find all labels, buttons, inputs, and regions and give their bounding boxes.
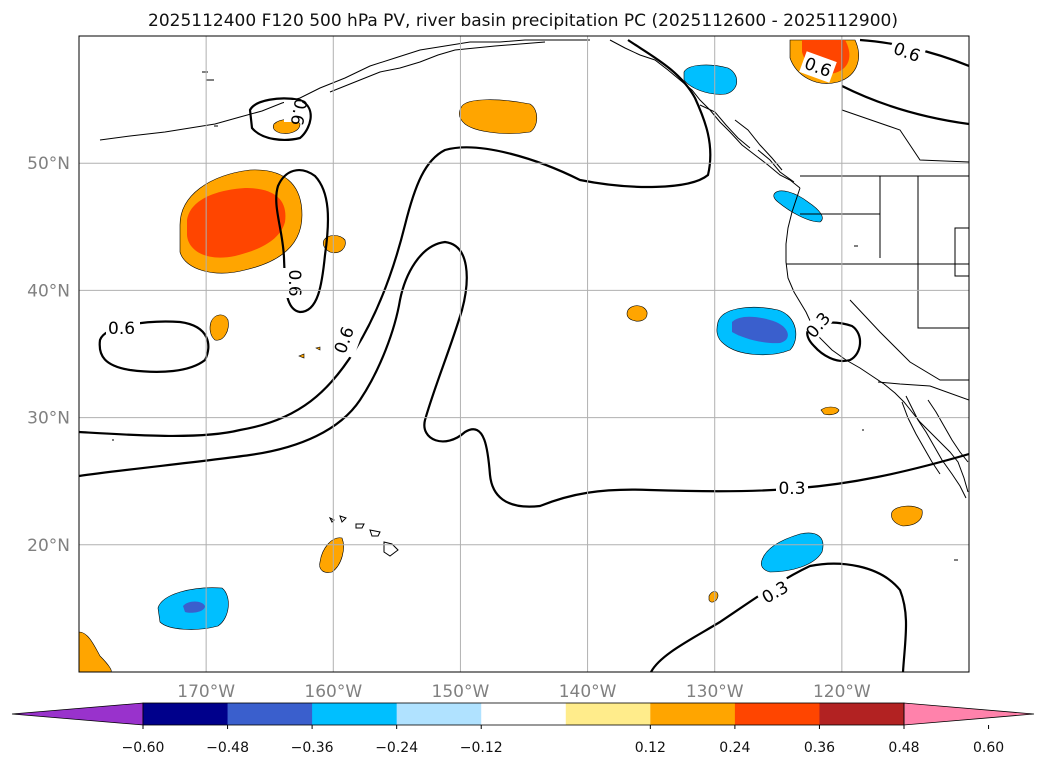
pc-region-small-160w — [322, 235, 346, 253]
us-mexico-border — [877, 381, 969, 401]
alaska-mainland-south — [329, 41, 546, 93]
colorbar-extend-max — [903, 702, 1035, 726]
contour-0.3-south — [79, 240, 969, 508]
lon-tick-label: 130°W — [686, 682, 744, 702]
contour-0.6-aleutian — [248, 97, 312, 141]
contour-0.6-gulf — [841, 85, 969, 126]
lat-tick-label: 30°N — [27, 409, 70, 429]
colorbar-bin — [734, 703, 820, 725]
lon-tick-label: 170°W — [177, 682, 235, 702]
state-border-id — [879, 176, 919, 264]
colorbar-frame — [142, 702, 905, 726]
pc-region-washington-coast — [773, 190, 823, 223]
colorbar-bin — [481, 703, 567, 725]
map-frame — [78, 35, 970, 673]
pc-region-pacific-northwest-coast — [683, 64, 738, 95]
aleutian-chain — [99, 39, 590, 141]
pc-region-hawaii-south — [319, 537, 344, 573]
state-border-ca-az — [849, 299, 969, 381]
pc-region-small-dots — [298, 346, 321, 359]
colorbar-tick-label: 0.60 — [973, 740, 1004, 756]
gridlines — [79, 36, 969, 672]
lon-tick-label: 160°W — [304, 682, 362, 702]
contour-label-0.6: 0.6 — [284, 269, 304, 296]
latitude-tick-labels: 20°N 30°N 40°N 50°N — [27, 154, 70, 556]
lon-tick-label: 120°W — [813, 682, 871, 702]
bc-islands — [699, 104, 795, 183]
colorbar-bin — [312, 703, 398, 725]
colorbar-tick-label: −0.24 — [375, 740, 418, 756]
pc-region-small-169w — [209, 314, 229, 341]
contour-label-0.6: 0.6 — [108, 319, 135, 339]
pc-region-small-117w — [891, 505, 923, 527]
longitude-tick-labels: 170°W 160°W 150°W 140°W 130°W 120°W — [177, 682, 871, 702]
lon-tick-label: 150°W — [432, 682, 490, 702]
pc-region-aleutian-south — [459, 99, 538, 134]
colorbar-bin — [227, 703, 313, 725]
colorbar-tick-label: −0.48 — [206, 740, 249, 756]
colorbar-tick-label: 0.12 — [635, 740, 666, 756]
alaska-panhandle — [609, 39, 801, 189]
colorbar-bin — [396, 703, 482, 725]
colorbar-tick-label: −0.36 — [291, 740, 334, 756]
colorbar-tick-label: 0.24 — [719, 740, 750, 756]
small-islands — [112, 71, 958, 561]
contour-0.3-off-california — [806, 321, 862, 363]
lat-tick-label: 20°N — [27, 536, 70, 556]
contour-0.6-west-loop — [98, 320, 210, 373]
coastlines — [99, 39, 969, 561]
pc-region-small-121w — [820, 406, 840, 416]
gulf-of-california — [927, 399, 969, 463]
pc-region-south-124w — [760, 532, 824, 573]
pc-core-north-pacific-west — [187, 188, 286, 258]
colorbar-tick-label: 0.48 — [888, 740, 919, 756]
colorbar-bin — [819, 703, 905, 725]
colorbar-bin — [143, 703, 229, 725]
contour-0.3-bottom — [650, 562, 908, 672]
pc-region-small-131w — [708, 591, 719, 603]
lat-tick-label: 40°N — [27, 281, 70, 301]
pv-contours — [79, 38, 969, 672]
colorbar-bin — [565, 703, 651, 725]
idaho-utah — [918, 227, 969, 277]
chart-title: 2025112400 F120 500 hPa PV, river basin … — [148, 11, 898, 31]
pc-core-off-california — [732, 316, 788, 344]
contour-labels: 0.6 0.6 0.6 0.6 0.6 0.6 0.3 0.3 0.3 — [106, 36, 927, 610]
colorbar-bin — [650, 703, 736, 725]
contour-0.6-north — [79, 39, 712, 438]
colorbar-extend-min — [11, 702, 144, 726]
map-area: 0.6 0.6 0.6 0.6 0.6 0.6 0.3 0.3 0.3 — [79, 36, 969, 672]
pc-core-southwest-170w — [183, 601, 205, 613]
state-border-nv-ca — [917, 264, 969, 329]
contour-0.6-midwest — [275, 169, 330, 314]
colorbar-tick-label: −0.60 — [122, 740, 165, 756]
colorbar-tick-label: −0.12 — [460, 740, 503, 756]
lon-tick-label: 140°W — [559, 682, 617, 702]
contour-label-0.3: 0.3 — [778, 479, 805, 499]
colorbar: −0.60 −0.48 −0.36 −0.24 −0.12 0.12 0.24 0.36 0.4… — [11, 702, 1035, 756]
positive-pc-shading — [79, 39, 923, 672]
contour-label-0.6: 0.6 — [286, 97, 310, 127]
lat-tick-label: 50°N — [27, 154, 70, 174]
colorbar-tick-label: 0.36 — [804, 740, 835, 756]
pc-region-southwest-corner — [79, 631, 112, 672]
pc-region-small-139w — [626, 305, 648, 322]
